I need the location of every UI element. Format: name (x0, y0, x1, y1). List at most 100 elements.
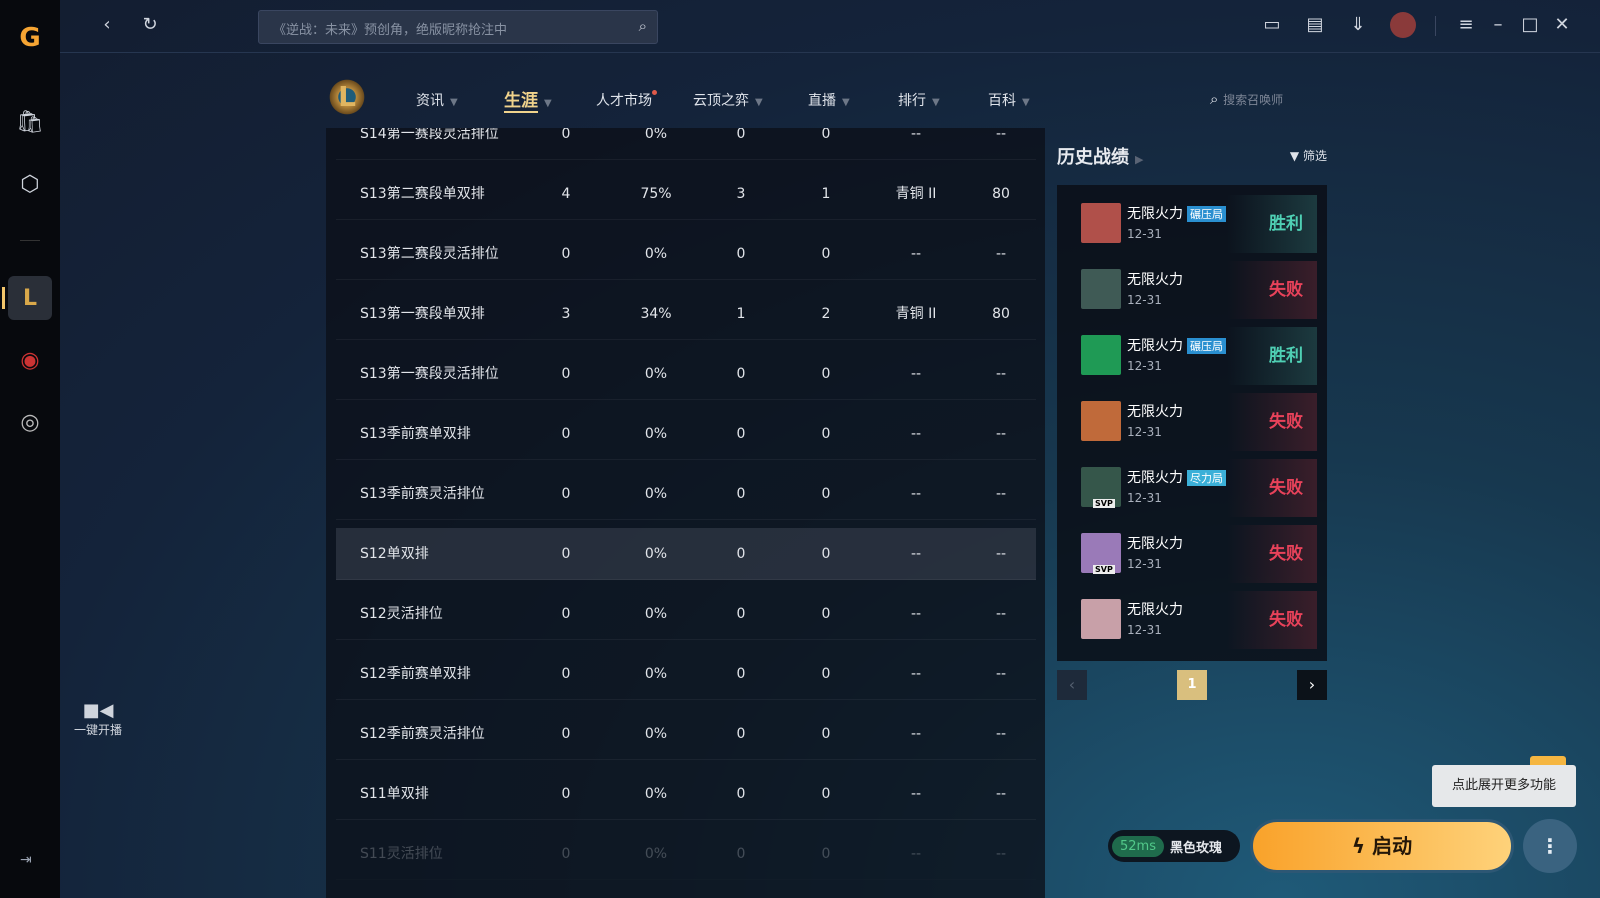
stat-cell: -- (995, 606, 1007, 622)
table-row[interactable]: S11单双排 0 0% 0 0 -- -- (336, 768, 1036, 820)
match-mode: 无限火力 (1127, 533, 1183, 553)
caret-down-icon: ▼ (932, 97, 940, 108)
stat-cell: -- (910, 546, 922, 562)
table-row[interactable]: S13第二赛段单双排 4 75% 3 1 青铜 II 80 (336, 168, 1036, 220)
message-icon[interactable]: ▤ (1306, 14, 1324, 35)
stat-cell: 0% (644, 128, 668, 142)
stat-cell: 0 (736, 786, 746, 802)
nav-tab[interactable]: 云顶之弈 ▼ (693, 90, 763, 110)
menu-icon[interactable]: ≡ (1458, 14, 1474, 35)
search-icon[interactable]: ⌕ (638, 17, 647, 35)
nav-tab[interactable]: 资讯 ▼ (416, 90, 458, 110)
stat-cell: 0 (561, 426, 571, 442)
nav-tab[interactable]: 排行 ▼ (898, 90, 940, 110)
stat-cell: 0% (644, 486, 668, 502)
stat-cell: -- (910, 726, 922, 742)
notification-dot (652, 90, 657, 95)
server-status[interactable]: 52ms 黑色玫瑰 (1108, 830, 1240, 862)
caret-down-icon: ▼ (842, 97, 850, 108)
game-tag-icon[interactable]: ⬡ (20, 171, 40, 197)
nav-tab-label: 生涯 (504, 91, 538, 113)
refresh-icon[interactable]: ↻ (142, 14, 158, 35)
nav-tab[interactable]: 百科 ▼ (988, 90, 1030, 110)
nav-tab-label: 直播 (808, 93, 836, 109)
table-row[interactable]: S13第二赛段灵活排位 0 0% 0 0 -- -- (336, 228, 1036, 280)
search-icon: ⌕ (1210, 90, 1224, 108)
nav-tab[interactable]: 人才市场 (596, 90, 657, 110)
start-game-button[interactable]: ϟ 启动 (1250, 819, 1514, 873)
stat-cell: -- (995, 128, 1007, 142)
table-row[interactable]: S14第一赛段灵活排位 0 0% 0 0 -- -- (336, 128, 1036, 160)
table-row[interactable]: S13季前赛灵活排位 0 0% 0 0 -- -- (336, 468, 1036, 520)
stat-cell: -- (910, 666, 922, 682)
stat-cell: -- (910, 366, 922, 382)
stat-cell: 0% (644, 786, 668, 802)
queue-name: S12灵活排位 (360, 606, 443, 622)
table-row[interactable]: S13第一赛段单双排 3 34% 1 2 青铜 II 80 (336, 288, 1036, 340)
stat-cell: 0 (821, 486, 831, 502)
queue-name: S12单双排 (360, 546, 429, 562)
match-list: 无限火力 碾压局 12-31 胜利 无限火力 12-31 失败 无限火力 碾压局 12-31 胜利无… (1057, 185, 1327, 661)
nav-tab-label: 人才市场 (596, 93, 652, 109)
table-row[interactable]: S13季前赛单双排 0 0% 0 0 -- -- (336, 408, 1036, 460)
champion-avatar (1081, 335, 1121, 375)
chevron-right-icon: ▶ (1135, 153, 1144, 166)
stat-cell: 0 (736, 846, 746, 862)
match-card[interactable]: 无限火力 碾压局 12-31 胜利 (1067, 323, 1317, 389)
user-avatar[interactable] (1390, 12, 1416, 38)
table-row[interactable]: S12季前赛灵活排位 0 0% 0 0 -- -- (336, 708, 1036, 760)
cf-game-icon[interactable]: ◎ (20, 409, 40, 435)
minimize-icon[interactable]: – (1493, 14, 1503, 35)
mode-label: 无限火力 (1127, 536, 1183, 552)
maximize-icon[interactable]: □ (1521, 14, 1539, 35)
page-1-button[interactable]: 1 (1177, 670, 1207, 700)
stat-cell: 0 (736, 546, 746, 562)
go-live-button[interactable]: ■◀ 一键开播 (70, 700, 126, 738)
nav-tab-label: 百科 (988, 93, 1016, 109)
caret-down-icon: ▼ (450, 97, 458, 108)
rank-stats-table: S14第一赛段灵活排位 0 0% 0 0 -- -- S13第二赛段单双排 4 75% 3 1 青铜 I… (326, 128, 1045, 898)
stat-cell: 0 (561, 246, 571, 262)
stat-cell: 0% (644, 726, 668, 742)
folder-icon[interactable]: ▭ (1263, 14, 1281, 35)
search-input[interactable]: 《逆战：未来》预创角，绝版昵称抢注中 ⌕ (258, 10, 658, 44)
download-icon[interactable]: ⇓ (1350, 14, 1366, 35)
match-card[interactable]: 无限火力 12-31 失败 (1067, 389, 1317, 455)
champion-avatar (1081, 599, 1121, 639)
more-options-icon[interactable]: ⋮ (1523, 819, 1577, 873)
queue-name: S14第一赛段灵活排位 (360, 128, 499, 142)
expand-sidebar-icon[interactable]: ⇥ (20, 852, 32, 868)
stat-cell: 0% (644, 666, 668, 682)
close-icon[interactable]: ✕ (1554, 14, 1570, 35)
server-name: 黑色玫瑰 (1169, 840, 1222, 856)
table-row[interactable]: S12灵活排位 0 0% 0 0 -- -- (336, 588, 1036, 640)
lol-game-icon[interactable]: L (8, 276, 52, 320)
next-page-button[interactable]: › (1297, 670, 1327, 700)
match-card[interactable]: 无限火力 碾压局 12-31 胜利 (1067, 191, 1317, 257)
prev-page-button[interactable]: ‹ (1057, 670, 1087, 700)
stat-cell: -- (995, 666, 1007, 682)
caret-down-icon: ▼ (755, 97, 763, 108)
table-row[interactable]: S12季前赛单双排 0 0% 0 0 -- -- (336, 648, 1036, 700)
table-row[interactable]: S13第一赛段灵活排位 0 0% 0 0 -- -- (336, 348, 1036, 400)
sidebar: G 🛍 ⬡ L ◉ ◎ ■◀ 一键开播 ⇥ (0, 0, 122, 898)
stat-cell: 0 (821, 246, 831, 262)
nav-tab[interactable]: 生涯 ▼ (504, 86, 552, 113)
match-result: 胜利 (1227, 195, 1317, 253)
match-card[interactable]: SVP 无限火力 12-31 失败 (1067, 521, 1317, 587)
match-card[interactable]: SVP 无限火力 尽力局 12-31 失败 (1067, 455, 1317, 521)
back-icon[interactable]: ‹ (103, 14, 111, 35)
store-icon[interactable]: 🛍 (16, 109, 44, 135)
stat-cell: 0 (736, 366, 746, 382)
game-2-icon[interactable]: ◉ (20, 347, 40, 373)
history-title[interactable]: 历史战绩 ▶ (1057, 143, 1327, 169)
match-card[interactable]: 无限火力 12-31 失败 (1067, 257, 1317, 323)
table-row[interactable]: S12单双排 0 0% 0 0 -- -- (336, 528, 1036, 580)
stat-cell: 0% (644, 246, 668, 262)
summoner-search[interactable]: ⌕ 搜索召唤师 (1210, 90, 1283, 108)
table-row[interactable]: S11灵活排位 0 0% 0 0 -- -- (336, 828, 1036, 880)
match-card[interactable]: 无限火力 12-31 失败 (1067, 587, 1317, 653)
filter-button[interactable]: ▼ 筛选 (1290, 147, 1327, 164)
stat-cell: 34% (640, 306, 672, 322)
nav-tab[interactable]: 直播 ▼ (808, 90, 850, 110)
